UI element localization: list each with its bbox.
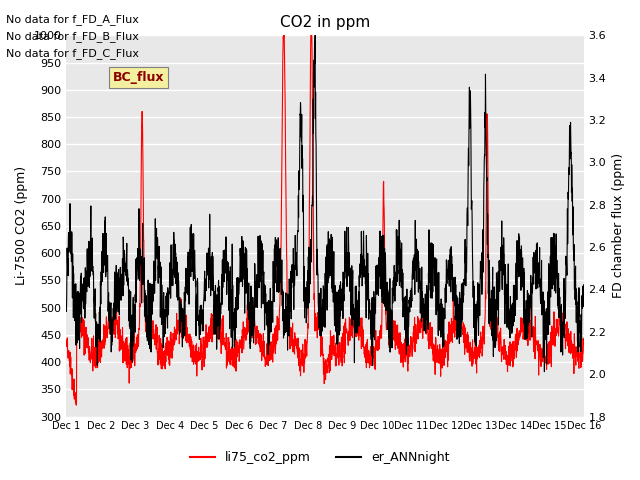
Y-axis label: FD chamber flux (ppm): FD chamber flux (ppm): [612, 154, 625, 299]
Y-axis label: Li-7500 CO2 (ppm): Li-7500 CO2 (ppm): [15, 167, 28, 286]
Text: No data for f_FD_A_Flux: No data for f_FD_A_Flux: [6, 14, 140, 25]
Text: No data for f_FD_C_Flux: No data for f_FD_C_Flux: [6, 48, 140, 59]
Text: No data for f_FD_B_Flux: No data for f_FD_B_Flux: [6, 31, 140, 42]
Title: CO2 in ppm: CO2 in ppm: [280, 15, 370, 30]
Text: BC_flux: BC_flux: [113, 71, 164, 84]
Legend: li75_co2_ppm, er_ANNnight: li75_co2_ppm, er_ANNnight: [186, 446, 454, 469]
